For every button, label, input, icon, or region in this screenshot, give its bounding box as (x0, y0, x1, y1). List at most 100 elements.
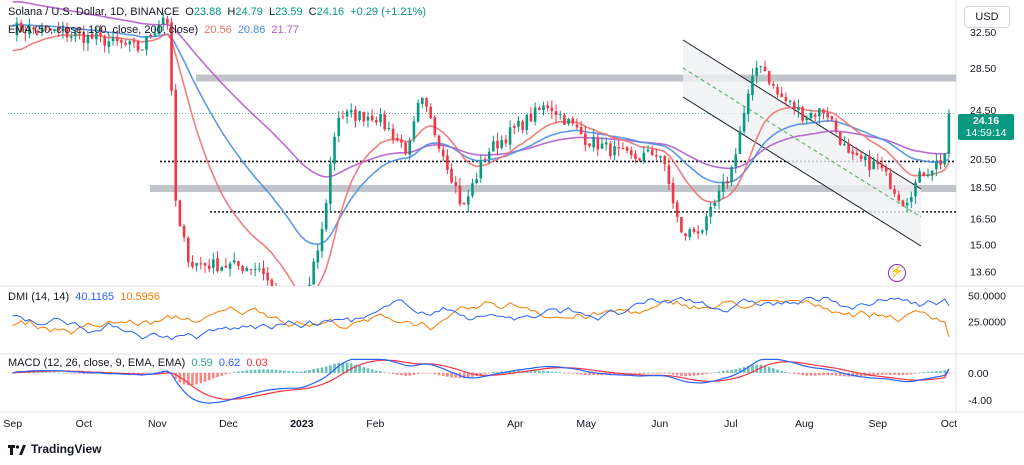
macd-histogram-bar (646, 372, 650, 374)
time-axis-label: Sep (3, 418, 22, 430)
candle-body (69, 36, 73, 38)
tradingview-logo[interactable]: TradingView (8, 442, 101, 456)
candle-body (567, 118, 570, 124)
macd-histogram-bar (705, 372, 708, 375)
macd-histogram-bar (859, 372, 863, 377)
macd-tick-label: -4.00 (968, 395, 992, 407)
candle-body (650, 149, 654, 156)
macd-histogram-bar (207, 372, 211, 381)
candle-body (349, 110, 353, 113)
candle-body (659, 156, 662, 158)
macd-histogram-bar (529, 370, 533, 373)
macd-histogram-bar (404, 372, 407, 376)
time-axis-label: May (576, 418, 597, 430)
candle-body (625, 147, 629, 151)
macd-histogram-bar (320, 367, 324, 373)
candle-body (36, 30, 40, 33)
candle-body (838, 132, 842, 145)
macd-histogram-bar (558, 372, 562, 373)
candle-body (642, 152, 646, 162)
candle-body (161, 17, 165, 25)
candle-body (646, 149, 650, 152)
candle-body (412, 121, 416, 140)
candle-body (726, 181, 729, 184)
macd-histogram-bar (44, 372, 48, 373)
macd-histogram-bar (746, 366, 750, 373)
macd-histogram-bar (663, 372, 666, 374)
dmi-legend[interactable]: DMI (14, 14) 40.1165 10.5956 (8, 291, 163, 303)
candle-body (253, 269, 257, 271)
macd-histogram-bar (74, 372, 77, 374)
candle-body (128, 41, 132, 45)
candle-body (776, 87, 779, 95)
candle-body (78, 31, 81, 34)
candle-body (772, 83, 775, 86)
macd-histogram-bar (851, 372, 855, 377)
macd-histogram-bar (479, 372, 483, 375)
macd-histogram-bar (721, 370, 725, 373)
macd-histogram-bar (433, 372, 437, 375)
macd-histogram-bar (61, 372, 65, 374)
candles-group (15, 12, 951, 286)
candle-body (433, 117, 437, 135)
macd-histogram-bar (65, 372, 69, 374)
lightning-icon[interactable]: ⚡ (888, 264, 906, 282)
candle-body (178, 200, 182, 227)
ema-legend[interactable]: EMA (50, close, 100, close, 200, close) … (8, 24, 302, 36)
candle-body (847, 144, 850, 153)
candle-body (717, 190, 721, 202)
candle-body (872, 161, 875, 170)
candle-body (446, 155, 449, 170)
macd-histogram-bar (696, 372, 700, 376)
macd-histogram-bar (483, 372, 487, 374)
candle-body (525, 114, 529, 131)
high-label: H (227, 6, 236, 18)
last-price-tag: 24.16 14:59:14 (958, 114, 1014, 140)
time-axis-label: Jun (651, 418, 668, 430)
candle-body (826, 112, 829, 118)
macd-histogram-bar (270, 369, 274, 373)
candle-body (930, 170, 934, 176)
macd-histogram-bar (216, 372, 219, 378)
candle-body (638, 158, 641, 161)
currency-button[interactable]: USD (964, 6, 1010, 28)
macd-histogram-bar (362, 367, 366, 373)
candle-body (320, 228, 324, 252)
macd-histogram-bar (333, 363, 336, 373)
macd-histogram-bar (496, 371, 499, 373)
macd-histogram-bar (492, 372, 495, 373)
macd-histogram-bar (429, 372, 432, 374)
macd-legend[interactable]: MACD (12, 26, close, 9, EMA, EMA) 0.59 0… (8, 357, 271, 369)
macd-histogram-bar (182, 372, 186, 385)
ema-label: EMA (50, close, 100, close, 200, close) (8, 24, 199, 36)
candle-body (893, 189, 896, 194)
candle-body (308, 284, 311, 286)
price-tick-label: 15.00 (970, 240, 996, 252)
open-label: O (185, 6, 194, 18)
candle-body (755, 67, 758, 76)
candle-body (663, 156, 666, 165)
macd-histogram-bar (400, 372, 403, 376)
macd-histogram-bar (909, 372, 913, 375)
candle-body (15, 22, 19, 36)
brand-name: TradingView (31, 442, 102, 456)
macd-histogram-bar (57, 372, 61, 374)
candle-body (696, 231, 700, 234)
candle-body (316, 250, 320, 263)
macd-histogram-bar (291, 371, 295, 373)
candle-body (751, 76, 754, 96)
time-axis-label: Aug (795, 418, 814, 430)
macd-histogram-bar (893, 372, 896, 375)
macd-histogram-bar (237, 371, 240, 373)
symbol-name[interactable]: Solana / U.S. Dollar, 1D, BINANCE (8, 6, 180, 18)
close-value: 24.16 (316, 6, 345, 18)
candle-body (195, 263, 198, 266)
candle-body (492, 141, 495, 152)
candle-body (563, 115, 566, 125)
macd-histogram-bar (813, 372, 817, 376)
macd-histogram-bar (575, 372, 579, 374)
macd-histogram-bar (283, 370, 286, 373)
candle-body (688, 229, 692, 238)
macd-signal-line (12, 359, 950, 401)
